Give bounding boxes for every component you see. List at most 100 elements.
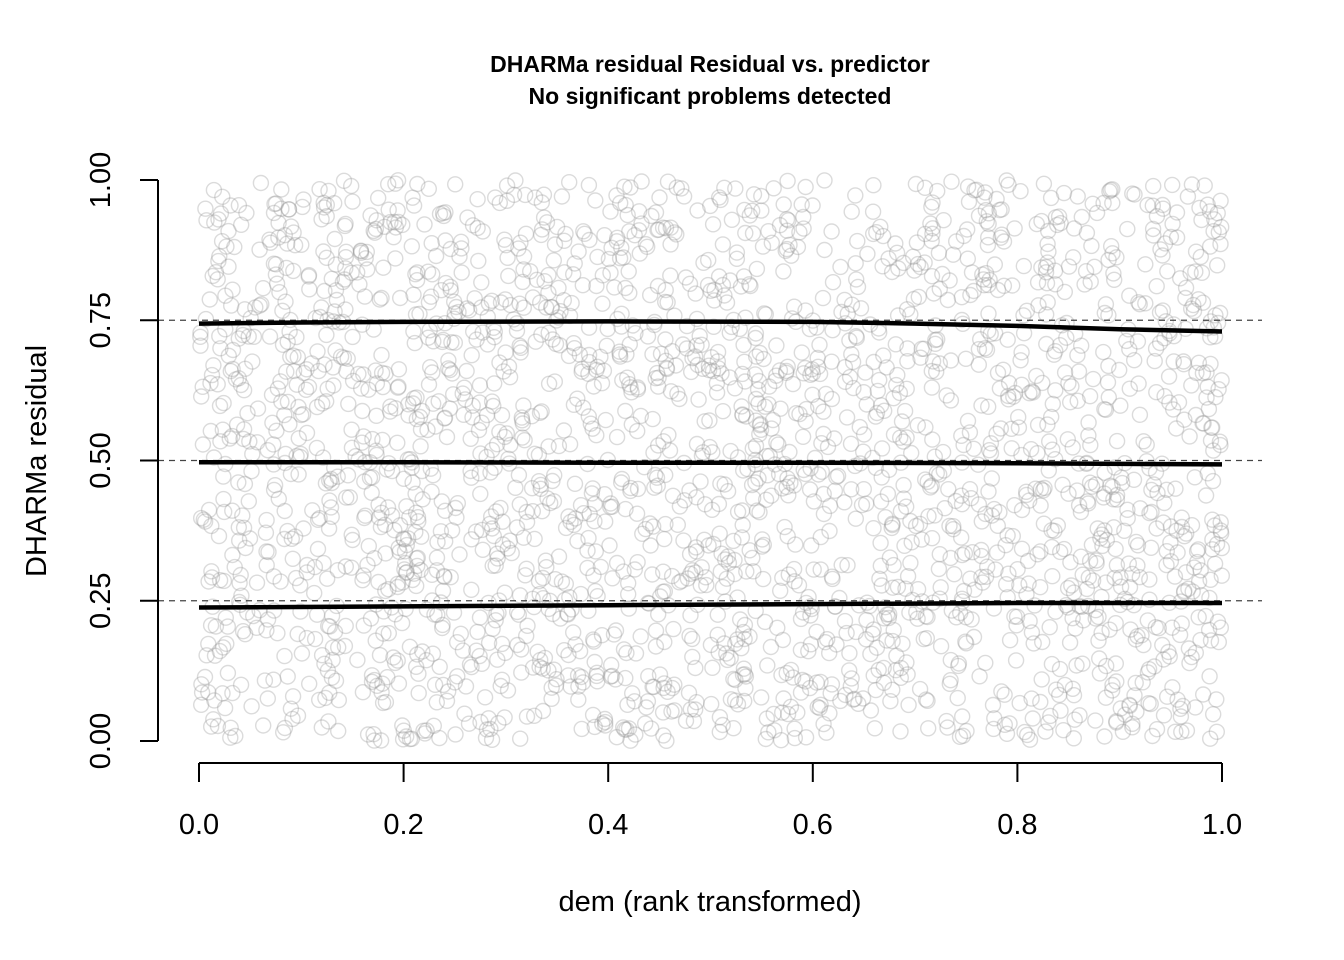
- data-point: [584, 706, 602, 724]
- data-point: [470, 421, 488, 439]
- data-point: [898, 654, 915, 671]
- data-point: [885, 621, 902, 639]
- data-point: [409, 509, 427, 526]
- data-point: [738, 408, 755, 425]
- data-point: [709, 353, 726, 370]
- data-point: [436, 502, 454, 519]
- data-point: [1168, 522, 1185, 539]
- data-point: [982, 445, 1000, 462]
- data-point: [974, 266, 991, 283]
- data-point: [374, 431, 391, 449]
- data-point: [419, 263, 437, 280]
- data-point: [811, 699, 828, 717]
- data-point: [751, 344, 768, 362]
- data-point: [387, 400, 404, 417]
- data-point: [778, 478, 795, 496]
- data-point: [493, 407, 511, 424]
- data-point: [965, 282, 982, 300]
- data-point: [630, 222, 648, 239]
- data-point: [1029, 546, 1046, 563]
- data-point: [991, 504, 1008, 521]
- data-point: [354, 402, 371, 420]
- data-point: [300, 268, 317, 285]
- data-point: [810, 398, 827, 415]
- data-point: [205, 357, 222, 374]
- data-point: [747, 366, 764, 383]
- data-point: [434, 616, 451, 634]
- data-point: [280, 201, 298, 218]
- data-point: [624, 685, 641, 702]
- data-point: [688, 489, 705, 506]
- data-point: [343, 421, 360, 438]
- data-point: [953, 487, 970, 504]
- data-point: [1089, 520, 1106, 537]
- data-point: [626, 693, 643, 710]
- data-point: [1047, 209, 1065, 226]
- data-point: [600, 250, 618, 268]
- data-point: [1139, 664, 1157, 681]
- data-point: [822, 685, 839, 702]
- data-point: [779, 528, 796, 545]
- data-point: [440, 352, 457, 369]
- data-point: [265, 255, 283, 272]
- data-point: [560, 508, 577, 525]
- data-point: [381, 403, 399, 420]
- data-point: [786, 720, 803, 737]
- data-point: [293, 645, 311, 662]
- data-point: [819, 631, 836, 648]
- data-point: [991, 380, 1009, 397]
- data-point: [755, 536, 772, 554]
- data-point: [363, 484, 380, 501]
- data-point: [258, 543, 275, 560]
- data-point: [895, 433, 912, 450]
- data-point: [326, 303, 343, 320]
- data-point: [243, 698, 260, 715]
- data-point: [1146, 658, 1163, 675]
- data-point: [809, 698, 826, 716]
- data-point: [953, 590, 971, 607]
- data-point: [443, 522, 461, 539]
- data-point: [650, 378, 667, 395]
- data-point: [304, 502, 321, 519]
- data-point: [324, 639, 342, 656]
- data-point: [1105, 491, 1122, 508]
- data-point: [1173, 518, 1191, 536]
- data-point: [1018, 586, 1035, 603]
- data-point: [416, 216, 433, 233]
- data-point: [212, 433, 229, 450]
- data-point: [642, 286, 659, 304]
- data-point: [487, 612, 504, 629]
- data-point: [529, 643, 546, 660]
- data-point: [550, 309, 567, 326]
- data-point: [714, 578, 732, 596]
- data-point: [1009, 561, 1026, 578]
- data-point: [400, 407, 417, 424]
- data-point: [718, 294, 736, 311]
- data-point: [876, 610, 893, 627]
- data-point: [497, 236, 515, 254]
- data-point: [363, 667, 381, 684]
- data-point: [861, 597, 878, 615]
- data-point: [824, 274, 842, 291]
- data-point: [736, 353, 753, 370]
- data-point: [282, 700, 300, 717]
- data-point: [228, 416, 246, 433]
- data-point: [394, 216, 411, 234]
- data-point: [1126, 186, 1143, 203]
- data-point: [360, 537, 377, 555]
- data-point: [697, 569, 714, 586]
- data-point: [938, 712, 955, 730]
- data-point: [725, 670, 742, 688]
- data-point: [681, 546, 699, 563]
- data-point: [1087, 610, 1104, 627]
- data-point: [1129, 628, 1146, 645]
- data-point: [482, 720, 499, 738]
- data-point: [666, 224, 683, 241]
- data-point: [461, 656, 479, 673]
- data-point: [442, 278, 459, 295]
- data-point: [408, 410, 425, 428]
- data-point: [370, 573, 387, 591]
- data-point: [1018, 302, 1036, 319]
- data-point: [752, 421, 770, 438]
- data-point: [810, 466, 827, 483]
